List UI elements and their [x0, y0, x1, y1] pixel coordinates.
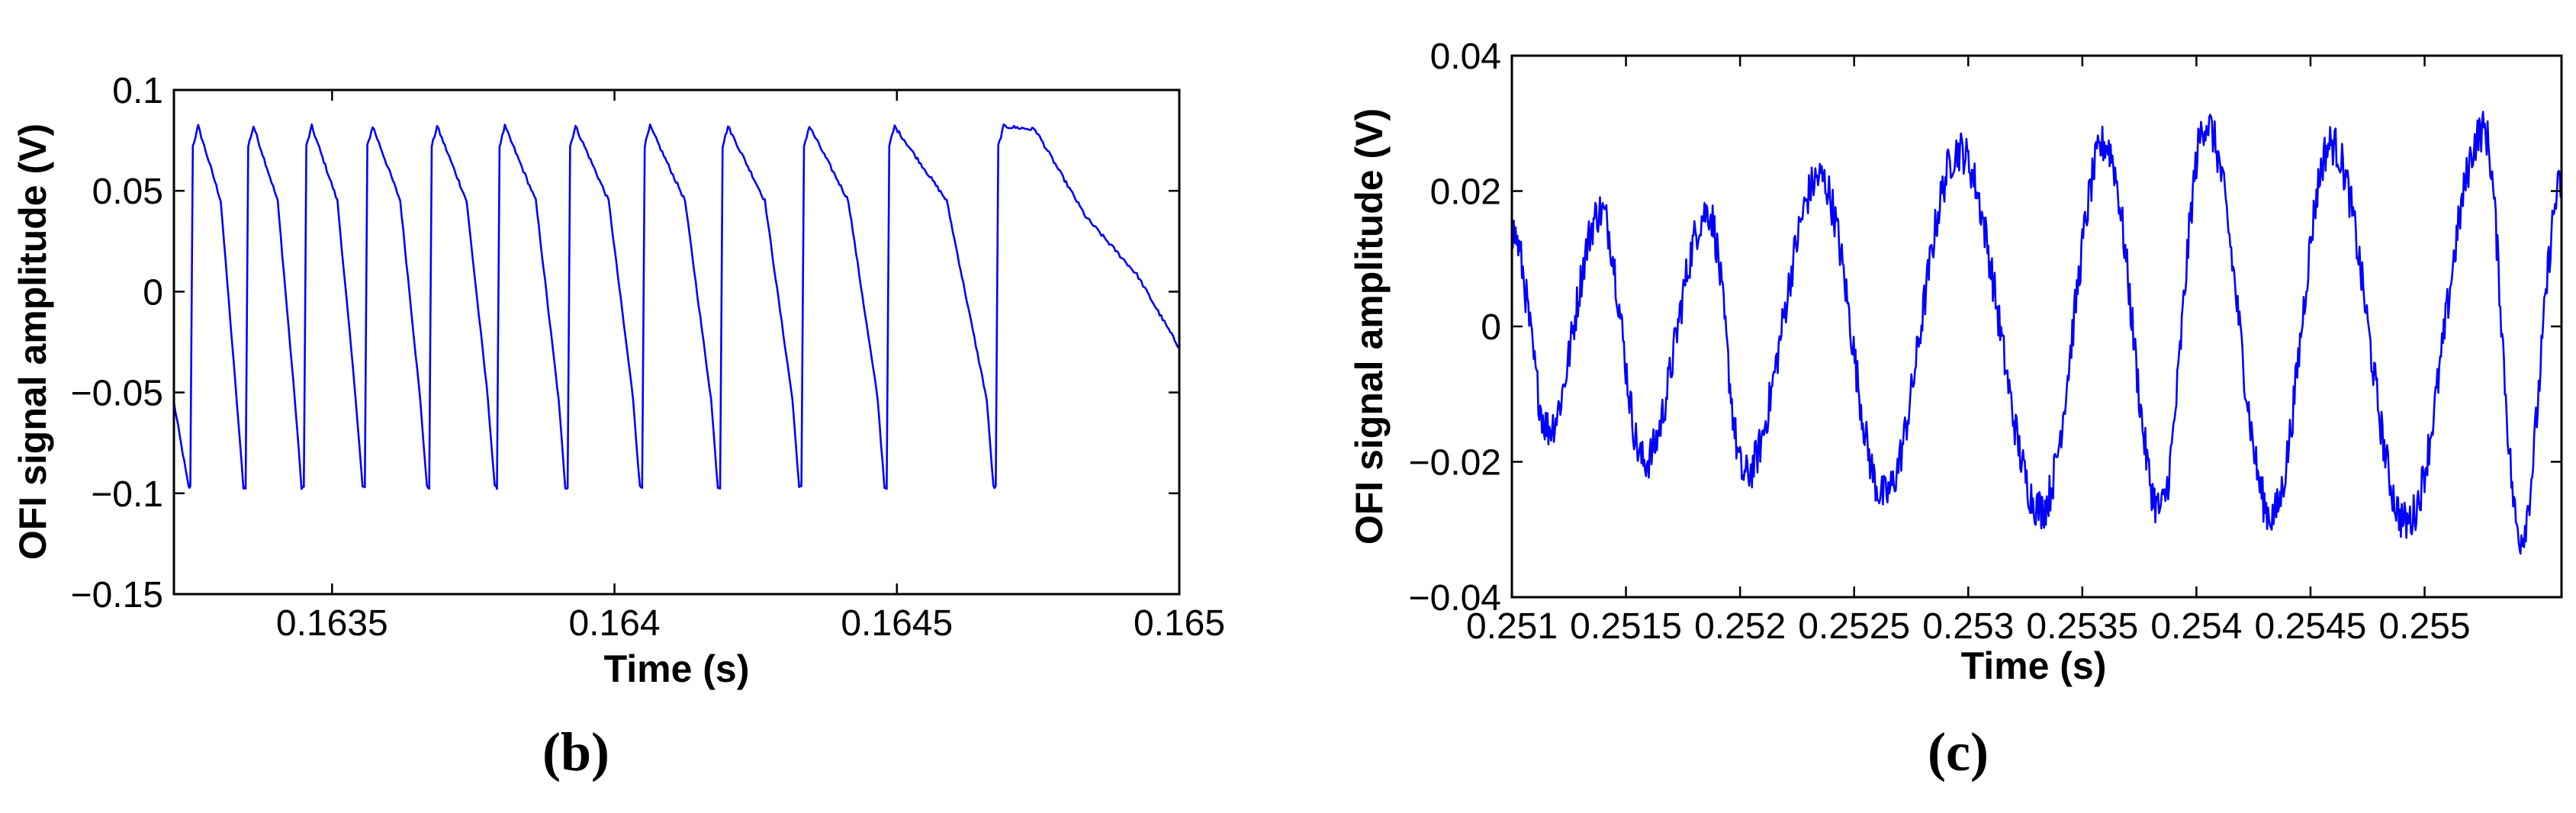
chart-b-ytick-label: 0 [143, 272, 163, 313]
chart-b-xlabel: Time (s) [604, 648, 750, 690]
chart-b-panel-label: (b) [542, 721, 609, 782]
chart-b-series-line [172, 123, 1180, 490]
chart-b-ylabel: OFI signal amplitude (V) [11, 124, 54, 560]
chart-c-xtick-label: 0.2535 [2026, 606, 2138, 647]
chart-b-xtick-label: 0.164 [568, 603, 660, 644]
chart-c-tick-labels: 0.251 0.2515 0.252 0.2525 0.253 0.2535 0.254 0.… [1409, 37, 2471, 647]
chart-c-trace-layer [1510, 111, 2563, 555]
chart-c-ytick-label: 0.02 [1430, 172, 1501, 213]
chart-c-xtick-label: 0.253 [1922, 606, 2014, 647]
chart-c-xtick-label: 0.255 [2378, 606, 2470, 647]
chart-c-xtick-label: 0.2545 [2255, 606, 2367, 647]
chart-b-ytick-label: 0.1 [112, 71, 163, 111]
chart-c-ytick-label: −0.02 [1409, 443, 1501, 484]
chart-b-trace-layer [172, 123, 1180, 490]
chart-c-xlabel: Time (s) [1961, 644, 2107, 687]
chart-panel-b: 0.1635 0.164 0.1645 0.165 −0.15 −0.1 −0.05 0 0.0… [11, 71, 1225, 782]
chart-c-ylabel: OFI signal amplitude (V) [1348, 108, 1391, 545]
chart-b-ytick-label: 0.05 [92, 172, 163, 212]
chart-b-plot-frame [172, 88, 1181, 596]
chart-b-ytick-label: −0.15 [71, 575, 163, 615]
chart-b-ytick-label: −0.05 [71, 374, 163, 414]
chart-c-xtick-label: 0.252 [1694, 606, 1786, 647]
chart-c-xtick-label: 0.2515 [1570, 606, 1682, 647]
chart-c-xtick-label: 0.254 [2150, 606, 2242, 647]
chart-b-tick-labels: 0.1635 0.164 0.1645 0.165 −0.15 −0.1 −0.05 0 0.0… [71, 71, 1226, 644]
chart-c-ytick-label: −0.04 [1409, 578, 1501, 619]
chart-c-series-line [1510, 111, 2563, 555]
chart-panel-c: 0.251 0.2515 0.252 0.2525 0.253 0.2535 0.254 0.… [1348, 37, 2563, 782]
chart-c-ytick-label: 0.04 [1430, 37, 1501, 77]
chart-b-ytick-label: −0.1 [91, 474, 163, 515]
chart-c-xtick-label: 0.251 [1466, 606, 1558, 647]
chart-b-ticks [174, 88, 1181, 596]
chart-c-panel-label: (c) [1928, 721, 1989, 782]
chart-c-ytick-label: 0 [1481, 307, 1501, 348]
chart-b-xtick-label: 0.1635 [276, 603, 388, 644]
chart-b-xtick-label: 0.165 [1134, 603, 1225, 644]
chart-b-xtick-label: 0.1645 [841, 603, 953, 644]
chart-c-ticks [1510, 54, 2562, 599]
chart-c-xtick-label: 0.2525 [1798, 606, 1910, 647]
